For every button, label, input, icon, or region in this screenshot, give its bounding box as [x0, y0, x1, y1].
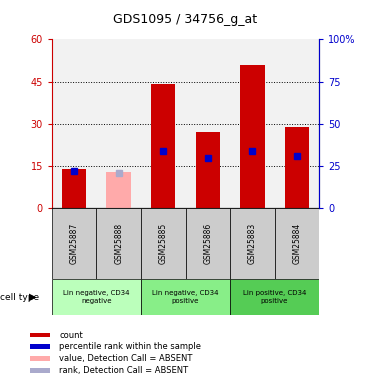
Bar: [96, 208, 141, 279]
Text: cell type: cell type: [0, 292, 39, 302]
Text: Lin negative, CD34
positive: Lin negative, CD34 positive: [152, 290, 219, 304]
Bar: [52, 208, 96, 279]
Text: GDS1095 / 34756_g_at: GDS1095 / 34756_g_at: [114, 13, 257, 26]
Text: Lin negative, CD34
negative: Lin negative, CD34 negative: [63, 290, 130, 304]
Text: GSM25888: GSM25888: [114, 223, 123, 264]
Bar: [30, 344, 50, 349]
Bar: [275, 208, 319, 279]
Bar: [151, 84, 175, 208]
Text: rank, Detection Call = ABSENT: rank, Detection Call = ABSENT: [59, 366, 188, 375]
Bar: [62, 169, 86, 208]
Text: GSM25886: GSM25886: [203, 223, 212, 264]
Bar: [52, 279, 141, 315]
Text: GSM25887: GSM25887: [70, 223, 79, 264]
Bar: [141, 208, 186, 279]
Bar: [230, 279, 319, 315]
Bar: [186, 208, 230, 279]
Text: GSM25885: GSM25885: [159, 223, 168, 264]
Bar: [106, 172, 131, 208]
Bar: [141, 279, 230, 315]
Bar: [240, 64, 265, 208]
Text: Lin positive, CD34
positive: Lin positive, CD34 positive: [243, 290, 306, 304]
Text: ▶: ▶: [29, 292, 36, 302]
Bar: [230, 208, 275, 279]
Text: count: count: [59, 330, 83, 339]
Text: value, Detection Call = ABSENT: value, Detection Call = ABSENT: [59, 354, 193, 363]
Text: percentile rank within the sample: percentile rank within the sample: [59, 342, 201, 351]
Bar: [30, 356, 50, 361]
Bar: [30, 333, 50, 338]
Bar: [196, 132, 220, 208]
Text: GSM25884: GSM25884: [292, 223, 301, 264]
Text: GSM25883: GSM25883: [248, 223, 257, 264]
Bar: [30, 368, 50, 373]
Bar: [285, 127, 309, 208]
